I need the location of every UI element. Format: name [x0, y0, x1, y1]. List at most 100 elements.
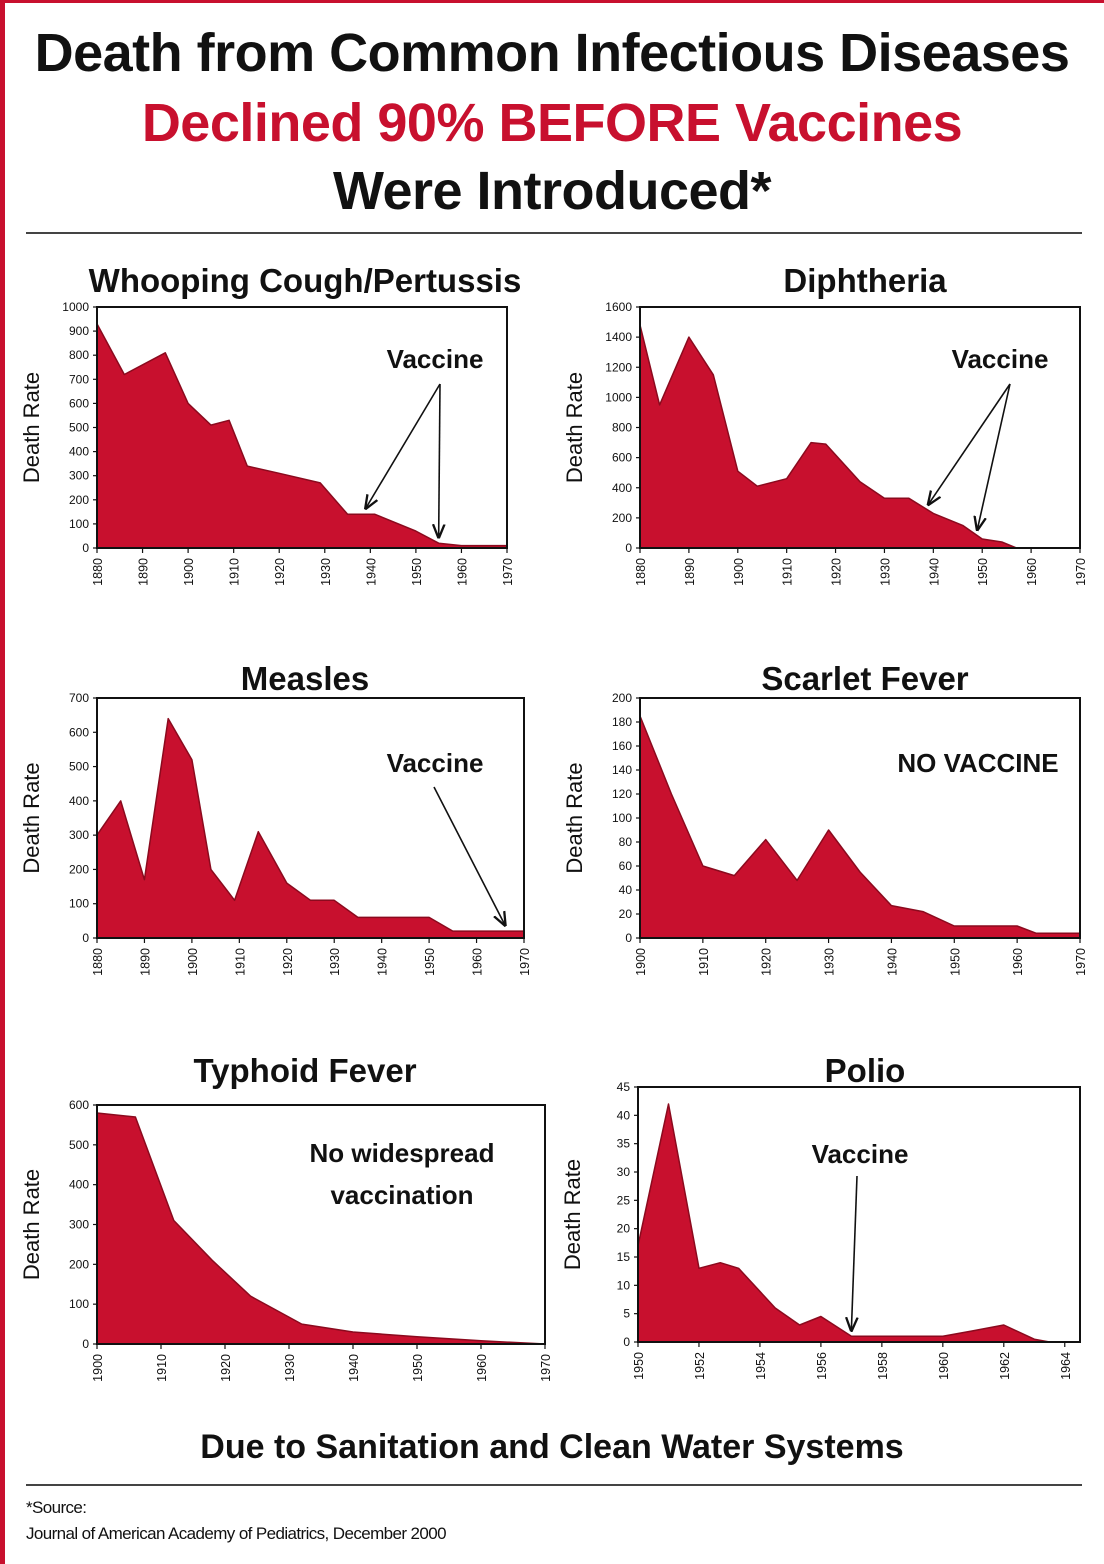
- x-tick-label: 1960: [471, 948, 485, 976]
- y-tick-label: 1000: [605, 390, 632, 404]
- y-tick-label: 1400: [605, 330, 632, 344]
- annotation-label: No widespread vaccination: [310, 1138, 495, 1210]
- y-tick-label: 400: [69, 1178, 89, 1192]
- y-tick-label: 300: [69, 1218, 89, 1232]
- x-tick-label: 1880: [634, 558, 648, 586]
- y-tick-label: 1000: [62, 300, 89, 314]
- y-tick-label: 80: [619, 835, 633, 849]
- annotation-label: Vaccine: [387, 344, 484, 374]
- y-tick-label: 0: [82, 931, 89, 945]
- headline-line-3: Were Introduced*: [332, 161, 772, 221]
- y-tick-label: 35: [617, 1137, 631, 1151]
- chart-title: Diphtheria: [783, 262, 947, 299]
- chart-title: Polio: [825, 1052, 906, 1089]
- chart-3: Measles 0 100 200 300 400 500 600 700 1880 1890 190…: [19, 660, 532, 976]
- annotation-label: Vaccine: [952, 344, 1049, 374]
- y-axis-label: Death Rate: [562, 372, 587, 483]
- series-area: [639, 715, 1081, 939]
- x-tick-label: 1910: [155, 1354, 169, 1382]
- y-tick-label: 30: [617, 1165, 631, 1179]
- x-tick-label: 1950: [632, 1352, 646, 1380]
- y-tick-label: 60: [619, 859, 633, 873]
- series-area: [96, 717, 525, 939]
- y-tick-label: 20: [619, 907, 633, 921]
- y-tick-label: 800: [69, 348, 89, 362]
- y-tick-label: 400: [69, 445, 89, 459]
- x-tick-label: 1910: [228, 558, 242, 586]
- y-tick-label: 1600: [605, 300, 632, 314]
- x-tick-label: 1900: [732, 558, 746, 586]
- y-tick-label: 20: [617, 1222, 631, 1236]
- x-tick-label: 1930: [283, 1354, 297, 1382]
- series-area: [96, 1112, 546, 1345]
- y-tick-label: 40: [619, 883, 633, 897]
- x-tick-label: 1952: [693, 1352, 707, 1380]
- vaccine-arrow: [928, 383, 1011, 504]
- x-tick-label: 1964: [1059, 1352, 1073, 1380]
- chart-title: Measles: [241, 660, 369, 697]
- annotation-label: NO VACCINE: [897, 748, 1058, 778]
- y-tick-label: 100: [69, 897, 89, 911]
- y-tick-label: 600: [69, 1098, 89, 1112]
- y-tick-label: 300: [69, 828, 89, 842]
- y-tick-label: 900: [69, 324, 89, 338]
- x-tick-label: 1880: [91, 948, 105, 976]
- y-tick-label: 5: [623, 1307, 630, 1321]
- series-area: [637, 1103, 1081, 1343]
- x-tick-label: 1920: [760, 948, 774, 976]
- x-tick-label: 1960: [455, 558, 469, 586]
- y-tick-label: 600: [69, 396, 89, 410]
- vaccine-arrow: [433, 786, 505, 925]
- x-tick-label: 1940: [364, 558, 378, 586]
- chart-5: Typhoid Fever 0 100 200 300 400 500 600 1900 1910…: [19, 1052, 553, 1382]
- y-axis-label: Death Rate: [19, 762, 44, 873]
- chart-6: Polio 0 5 10 15 20 25 30 35 40 45 1950 1952 1954 1956 1…: [560, 1052, 1081, 1380]
- y-tick-label: 700: [69, 372, 89, 386]
- y-tick-label: 200: [612, 691, 632, 705]
- y-tick-label: 15: [617, 1250, 631, 1264]
- footer-caption: Due to Sanitation and Clean Water System…: [200, 1428, 904, 1466]
- vaccine-arrow: [366, 383, 441, 508]
- x-tick-label: 1930: [823, 948, 837, 976]
- x-tick-label: 1970: [1074, 948, 1088, 976]
- y-tick-label: 1200: [605, 360, 632, 374]
- vaccine-arrow: [977, 383, 1011, 530]
- x-tick-label: 1962: [998, 1352, 1012, 1380]
- y-tick-label: 10: [617, 1278, 631, 1292]
- x-tick-label: 1970: [518, 948, 532, 976]
- x-tick-label: 1930: [878, 558, 892, 586]
- y-tick-label: 200: [69, 1257, 89, 1271]
- x-tick-label: 1920: [273, 558, 287, 586]
- y-tick-label: 700: [69, 691, 89, 705]
- vaccine-arrow: [851, 1175, 857, 1330]
- plot-frame: [637, 1086, 1081, 1343]
- x-tick-label: 1950: [423, 948, 437, 976]
- y-tick-label: 200: [69, 493, 89, 507]
- y-tick-label: 300: [69, 469, 89, 483]
- chart-title: Scarlet Fever: [761, 660, 968, 697]
- y-tick-label: 0: [82, 541, 89, 555]
- y-axis-label: Death Rate: [19, 1169, 44, 1280]
- x-tick-label: 1900: [91, 1354, 105, 1382]
- vaccine-arrow: [439, 383, 440, 537]
- x-tick-label: 1900: [186, 948, 200, 976]
- chart-2: Diphtheria 0 200 400 600 800 1000 1200 1400 1600 1…: [562, 262, 1088, 586]
- x-tick-label: 1956: [815, 1352, 829, 1380]
- x-tick-label: 1920: [281, 948, 295, 976]
- x-tick-label: 1930: [328, 948, 342, 976]
- x-tick-label: 1890: [138, 948, 152, 976]
- y-tick-label: 160: [612, 739, 632, 753]
- y-tick-label: 600: [612, 451, 632, 465]
- y-tick-label: 400: [69, 794, 89, 808]
- y-tick-label: 200: [69, 862, 89, 876]
- y-tick-label: 0: [82, 1337, 89, 1351]
- chart-title: Typhoid Fever: [193, 1052, 416, 1089]
- annotation-label: Vaccine: [812, 1139, 909, 1169]
- x-tick-label: 1940: [927, 558, 941, 586]
- y-tick-label: 200: [612, 511, 632, 525]
- y-tick-label: 40: [617, 1108, 631, 1122]
- y-tick-label: 180: [612, 715, 632, 729]
- y-tick-label: 100: [69, 517, 89, 531]
